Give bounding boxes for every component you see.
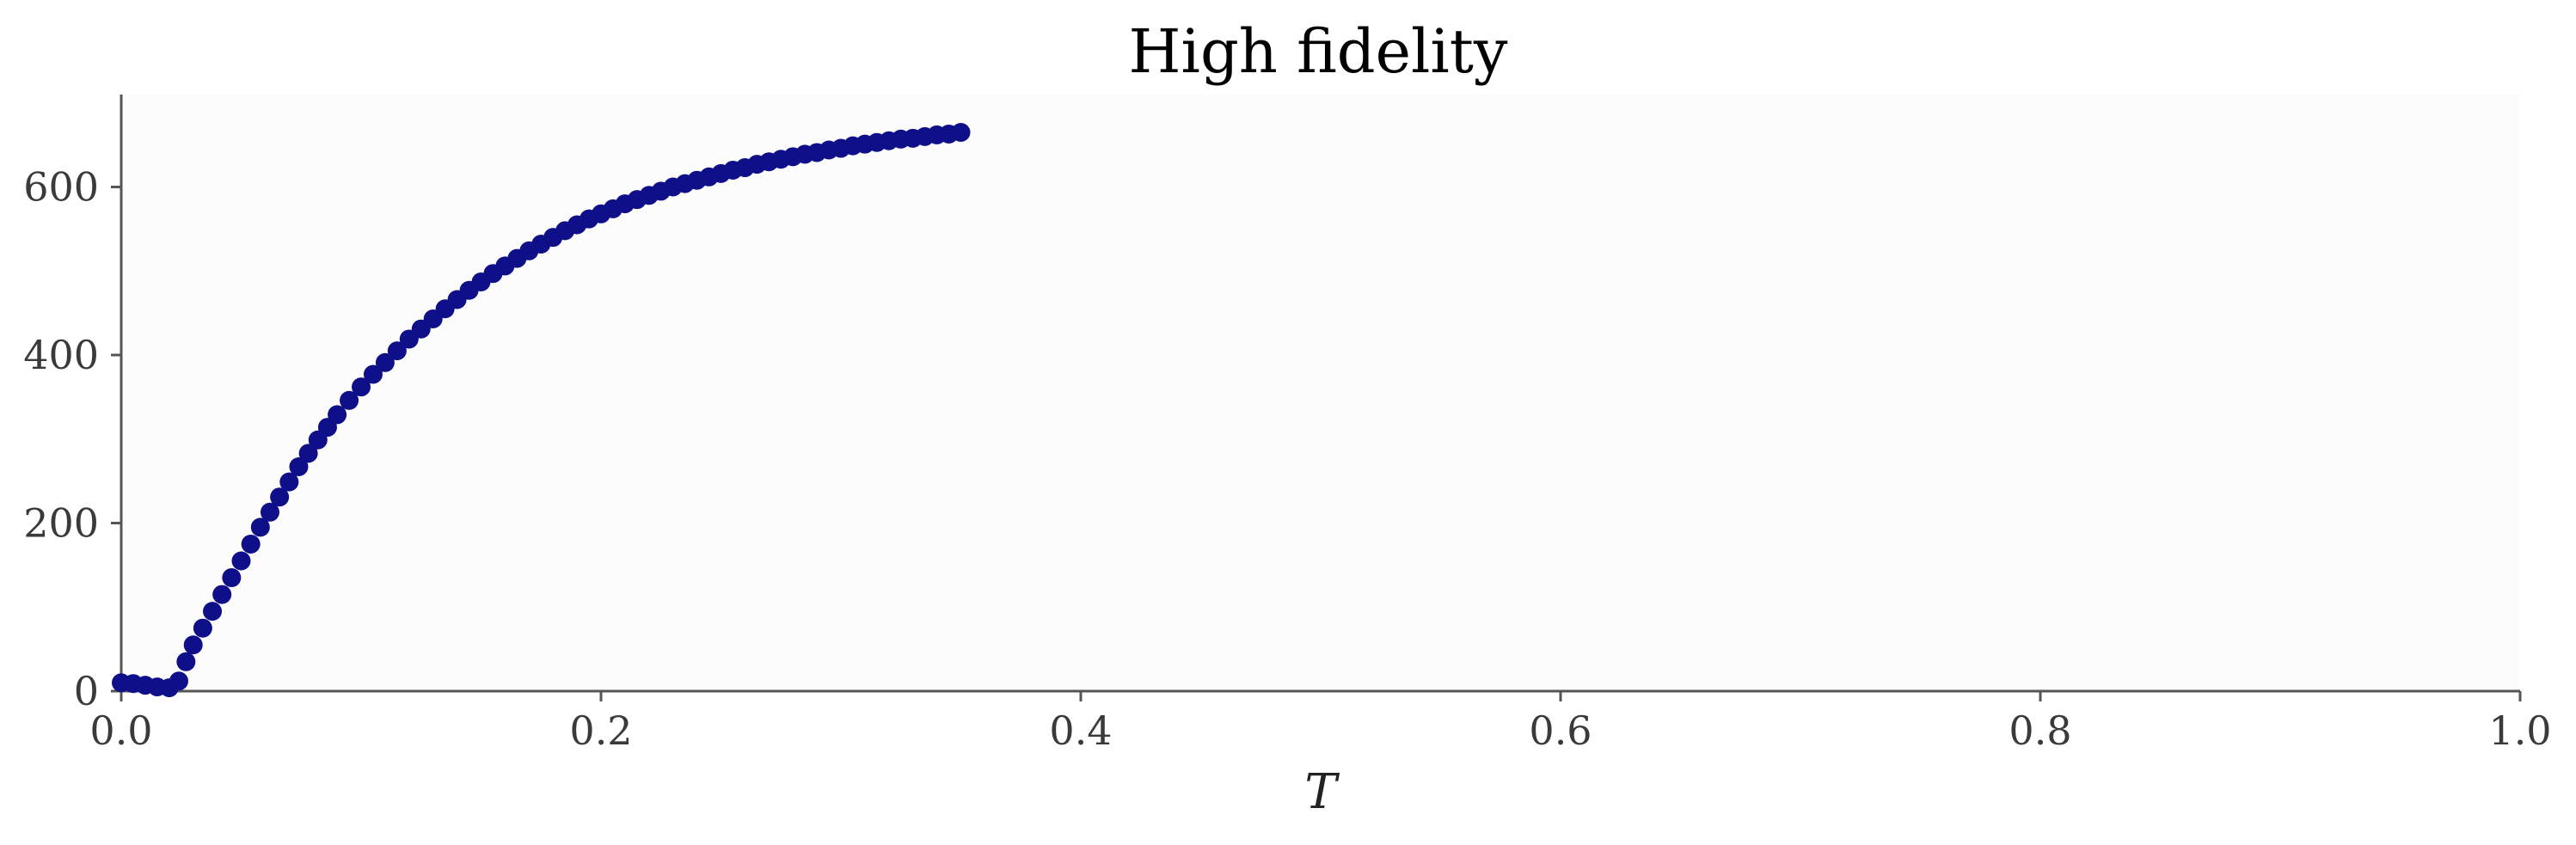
data-point [289,457,309,477]
data-point [340,390,359,410]
x-tick-label: 1.0 [2488,707,2551,754]
data-point [241,534,261,554]
plot-background [121,95,2520,691]
x-tick-label: 0.8 [2009,707,2071,754]
y-tick-label: 600 [23,164,99,211]
y-ticks: 0 200 400 600 [23,164,121,714]
x-tick-label: 0.6 [1529,707,1592,754]
data-point [231,551,251,571]
data-point [176,652,196,671]
y-tick-label: 200 [23,500,99,547]
axes [120,95,2520,693]
data-point [212,585,232,604]
data-point [352,377,371,397]
chart-title: High fidelity [1129,16,1508,87]
data-point [375,352,395,372]
data-point [250,517,270,537]
data-point [363,364,383,384]
data-point [260,502,279,522]
x-tick-label: 0.0 [89,707,152,754]
data-point [193,618,212,638]
x-tick-label: 0.2 [569,707,632,754]
data-point [203,602,223,622]
y-tick-label: 400 [23,332,99,378]
data-point [183,635,203,655]
data-point [270,487,290,507]
data-point [387,341,407,361]
data-point [951,122,971,142]
data-point [279,472,299,492]
data-point [222,568,242,588]
data-points [112,122,971,698]
data-point [328,405,347,425]
data-point [298,444,318,463]
x-tick-label: 0.4 [1049,707,1112,754]
data-point [169,671,188,691]
y-tick-label: 0 [74,668,99,714]
x-axis-label: T [1304,764,1340,820]
x-ticks: 0.0 0.2 0.4 0.6 0.8 1.0 [89,691,2552,754]
